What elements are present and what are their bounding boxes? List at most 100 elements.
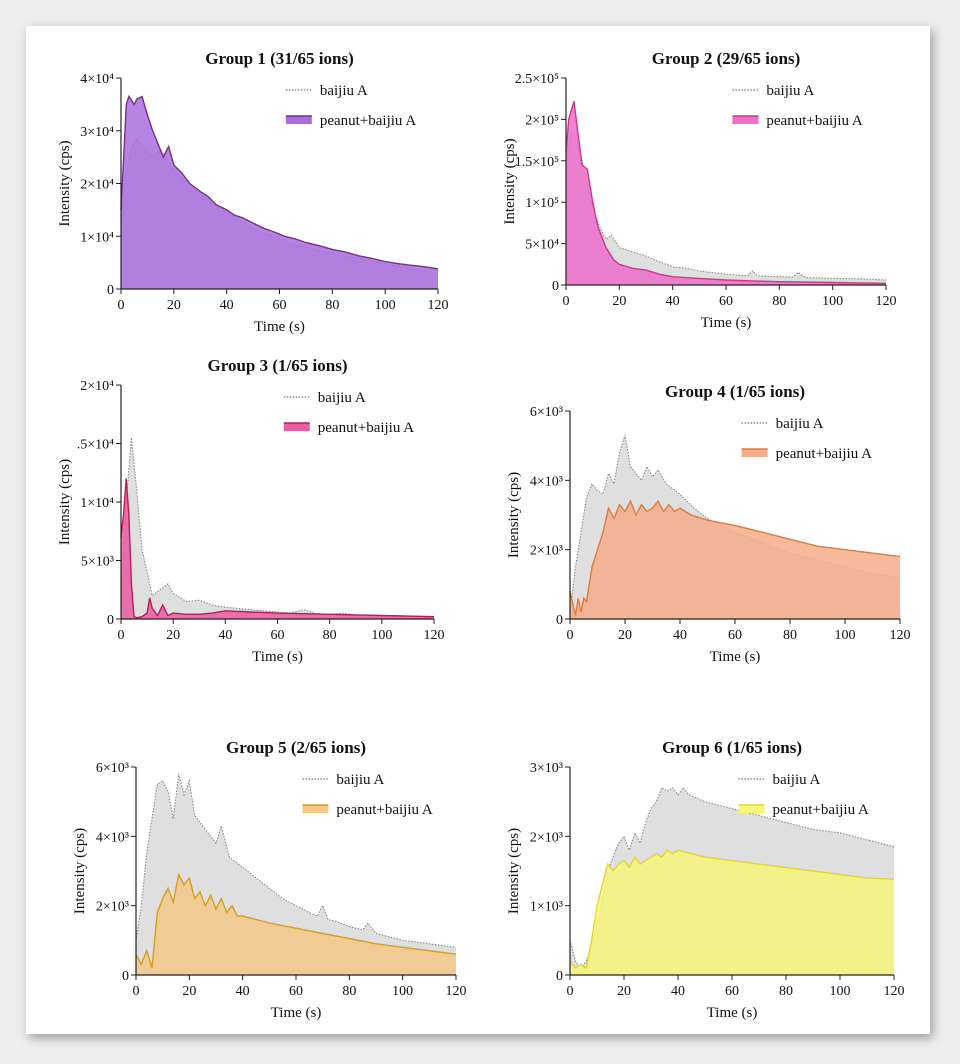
x-axis-label: Time (s) [252,649,303,665]
x-tick-label: 40 [671,984,685,999]
x-tick-label: 100 [375,298,396,313]
y-tick-label: 0 [556,613,563,628]
panel-4: 0 20 40 60 80 100 120 0 2×10³ 4×10³ 6×10³ Group 4 (… [506,382,911,665]
series-line-peanut-baijiu-a [120,478,435,619]
y-tick-label: 0 [107,613,114,628]
legend-entry: peanut+baijiu A [283,420,415,436]
y-tick-label: 2×10³ [96,900,129,915]
x-tick-label: 20 [612,294,626,309]
panel-title: Group 6 (1/65 ions) [662,738,802,757]
panel-6: 0 20 40 60 80 100 120 0 1×10³ 2×10³ 3×10³ Group 6 (… [506,738,905,1021]
x-tick-label: 40 [673,628,687,643]
x-tick-label: 0 [567,628,574,643]
y-tick-label: 0 [122,969,129,984]
y-tick-label: 5×10⁴ [525,238,559,253]
x-tick-label: 60 [289,984,303,999]
series-line-baijiu-a [120,437,435,618]
y-tick-label: 0 [552,279,559,294]
legend-entry: baijiu A [741,416,824,432]
x-tick-label: 60 [725,984,739,999]
series-line-baijiu-a [135,773,457,948]
y-tick-label: 2.5×10⁵ [515,72,559,87]
y-tick-label: 2×10³ [530,830,563,845]
legend-label: peanut+baijiu A [776,446,873,462]
x-tick-label: 0 [567,984,574,999]
y-tick-label: 3×10³ [530,761,563,776]
series-area-peanut-baijiu-a [570,501,900,619]
y-axis-label: Intensity (cps) [506,472,522,558]
legend-label: baijiu A [318,390,366,406]
x-tick-label: 40 [218,628,232,643]
series-line-peanut-baijiu-a [120,94,439,270]
x-tick-label: 80 [342,984,356,999]
legend-label: baijiu A [772,772,820,788]
legend-label: peanut+baijiu A [318,420,415,436]
x-tick-label: 0 [118,298,125,313]
x-axis-label: Time (s) [710,649,761,665]
legend-label: peanut+baijiu A [766,113,863,129]
panel-5: 0 20 40 60 80 100 120 0 2×10³ 4×10³ 6×10³ Group 5 (… [72,738,467,1021]
y-axis-label: Intensity (cps) [72,828,88,914]
y-tick-label: 4×10³ [530,474,563,489]
series-line-peanut-baijiu-a [569,849,895,970]
x-tick-label: 40 [666,294,680,309]
x-tick-label: 100 [830,984,851,999]
y-tick-label: 1×10⁴ [80,496,114,511]
y-tick-label: 6×10³ [530,405,563,420]
legend-swatch [738,805,765,813]
panel-3: 0 20 40 60 80 100 120 0 5×10³ 1×10⁴ .5×10⁴ 2×10⁴ Gro… [57,356,445,665]
y-tick-label: 1×10³ [530,900,563,915]
x-tick-label: 20 [617,984,631,999]
x-tick-label: 0 [133,984,140,999]
x-tick-label: 100 [371,628,392,643]
x-tick-label: 60 [273,298,287,313]
legend-entry: baijiu A [732,83,814,99]
panel-title: Group 4 (1/65 ions) [665,382,805,401]
x-tick-label: 40 [236,984,250,999]
y-tick-label: .5×10⁴ [77,438,114,453]
legend-label: baijiu A [766,83,814,99]
x-tick-label: 0 [563,294,570,309]
series-line-peanut-baijiu-a [565,101,887,284]
y-tick-label: 0 [107,283,114,298]
legend-swatch [302,805,329,813]
series-line-peanut-baijiu-a [135,872,457,969]
x-axis-label: Time (s) [271,1005,322,1021]
y-tick-label: 2×10⁴ [80,379,114,394]
panel-title: Group 5 (2/65 ions) [226,738,366,757]
y-tick-label: 1×10⁴ [80,230,114,245]
panel-title: Group 2 (29/65 ions) [652,49,800,68]
y-axis-label: Intensity (cps) [57,140,73,226]
legend-label: baijiu A [776,416,824,432]
legend-swatch [283,423,310,431]
figure-canvas: 0 20 40 60 80 100 120 0 1×10⁴ 2×10⁴ 3×10⁴ 4×10⁴ Grou… [26,26,930,1034]
y-tick-label: 6×10³ [96,761,129,776]
y-tick-label: 0 [556,969,563,984]
legend-entry: peanut+baijiu A [741,446,873,462]
y-tick-label: 4×10³ [96,830,129,845]
legend-swatch [732,116,759,124]
panel-2: 0 20 40 60 80 100 120 0 5×10⁴ 1×10⁵ 1.5×10⁵ 2×10⁵ 2.… [502,49,897,331]
legend-entry: peanut+baijiu A [285,113,417,129]
y-tick-label: 2×10⁵ [525,113,559,128]
legend-swatch [741,449,768,457]
x-tick-label: 80 [783,628,797,643]
x-tick-label: 60 [719,294,733,309]
legend-label: peanut+baijiu A [772,802,869,818]
x-tick-label: 40 [220,298,234,313]
x-tick-label: 120 [890,628,911,643]
x-tick-label: 120 [884,984,905,999]
x-tick-label: 60 [271,628,285,643]
panel-title: Group 3 (1/65 ions) [208,356,348,375]
series-area-peanut-baijiu-a [566,101,886,285]
y-axis-label: Intensity (cps) [502,138,518,224]
panel-title: Group 1 (31/65 ions) [205,49,353,68]
x-tick-label: 0 [118,628,125,643]
x-tick-label: 20 [182,984,196,999]
x-axis-label: Time (s) [707,1005,758,1021]
x-tick-label: 80 [325,298,339,313]
legend-label: peanut+baijiu A [320,113,417,129]
x-tick-label: 80 [323,628,337,643]
x-tick-label: 20 [167,298,181,313]
y-tick-label: 5×10³ [81,555,114,570]
